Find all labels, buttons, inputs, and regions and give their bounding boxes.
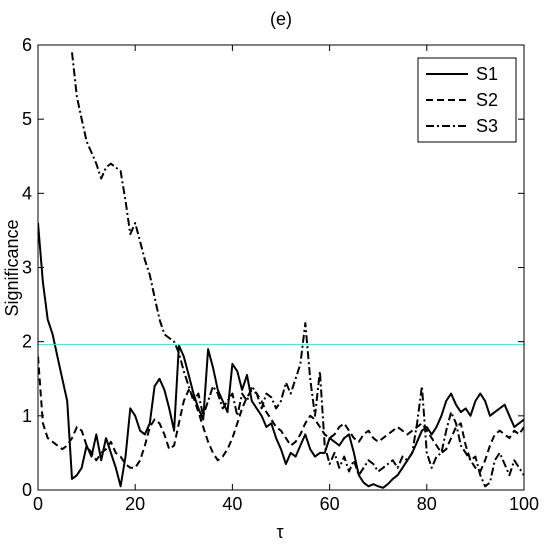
y-tick-label: 2 bbox=[22, 332, 32, 352]
x-tick-label: 20 bbox=[125, 494, 145, 514]
legend: S1 S2 S3 bbox=[417, 57, 517, 143]
x-tick-label: 100 bbox=[509, 494, 539, 514]
series-line-s2 bbox=[38, 356, 524, 473]
legend-label-s3: S3 bbox=[476, 116, 498, 136]
x-axis-label: τ bbox=[276, 522, 283, 542]
legend-label-s2: S2 bbox=[476, 90, 498, 110]
y-axis-label: Significance bbox=[2, 219, 22, 316]
legend-label-s1: S1 bbox=[476, 64, 498, 84]
x-tick-label: 0 bbox=[33, 494, 43, 514]
x-tick-label: 80 bbox=[417, 494, 437, 514]
series-line-s3 bbox=[71, 52, 524, 488]
y-tick-label: 5 bbox=[22, 109, 32, 129]
y-tick-label: 1 bbox=[22, 406, 32, 426]
axis-ticks: 0 20 40 60 80 100 0 1 2 3 4 5 6 bbox=[22, 35, 539, 514]
y-tick-label: 6 bbox=[22, 35, 32, 55]
series-layer bbox=[38, 52, 524, 489]
y-tick-label: 0 bbox=[22, 480, 32, 500]
y-tick-label: 4 bbox=[22, 183, 32, 203]
chart-title: (e) bbox=[270, 9, 292, 29]
x-tick-label: 60 bbox=[320, 494, 340, 514]
y-tick-label: 3 bbox=[22, 258, 32, 278]
legend-box bbox=[417, 57, 517, 143]
series-line-s1 bbox=[38, 222, 524, 489]
x-tick-label: 40 bbox=[222, 494, 242, 514]
